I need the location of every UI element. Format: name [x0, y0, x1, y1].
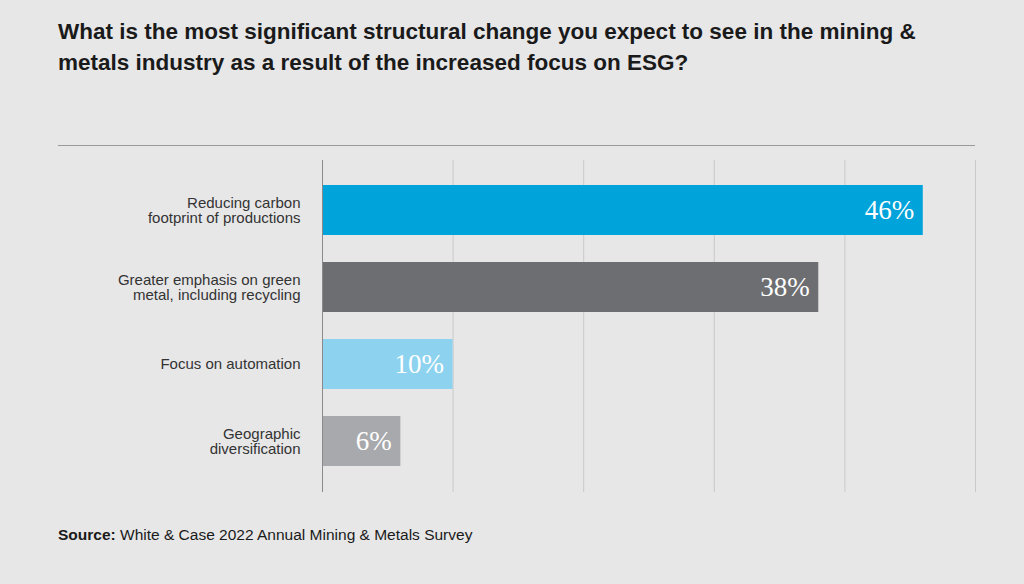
html-text:What is the most significant s: What is the most significant structural … [58, 19, 916, 75]
html-text:Source: White & Case 2022 Annu: Source: White & Case 2022 Annual Mining … [58, 526, 473, 543]
svg-text:Focus on automation: Focus on automation [160, 355, 300, 372]
svg-text:6%: 6% [356, 426, 392, 456]
svg-text:10%: 10% [395, 349, 445, 379]
svg-text:38%: 38% [760, 272, 810, 302]
svg-text:46%: 46% [865, 195, 915, 225]
svg-text:Greater emphasis on greenmetal: Greater emphasis on greenmetal, includin… [118, 271, 301, 303]
svg-text:Geographicdiversification: Geographicdiversification [210, 425, 301, 457]
svg-text:Reducing carbonfootprint of pr: Reducing carbonfootprint of productions [148, 194, 301, 226]
